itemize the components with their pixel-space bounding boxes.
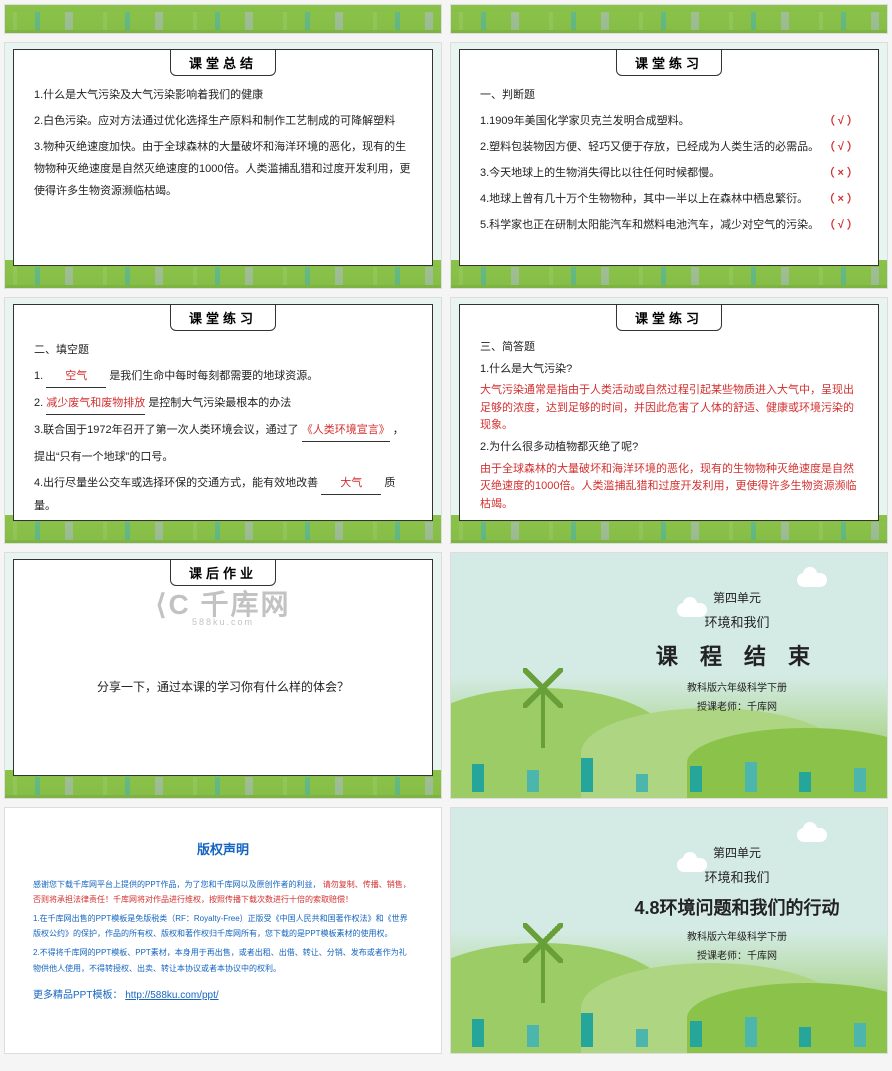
end-sub: 环境和我们 (617, 612, 857, 631)
judge-a4: （ × ） (823, 188, 858, 210)
short-a1: 大气污染通常是指由于人类活动或自然过程引起某些物质进入大气中，呈现出足够的浓度，… (480, 382, 858, 435)
start-sub: 环境和我们 (617, 867, 857, 886)
slide-frame: 课堂练习 一、判断题 1.1909年美国化学家贝克兰发明合成塑料。 （ √ ） 2… (459, 49, 879, 266)
judge-a3: （ × ） (823, 162, 858, 184)
summary-p3: 3.物种灭绝速度加快。由于全球森林的大量破坏和海洋环境的恶化，现有的生物物种灭绝… (34, 136, 412, 202)
fill-q3c: 提出“只有一个地球”的口号。 (34, 446, 412, 468)
tab-title: 课堂总结 (170, 49, 276, 76)
grass-decoration (5, 5, 441, 33)
end-teacher: 授课老师：千库网 (617, 698, 857, 713)
fill-content: 二、填空题 1. 空气 是我们生命中每时每刻都需要的地球资源。 2. 减少废气和… (34, 339, 412, 510)
fill-q1a: 1. (34, 370, 43, 382)
slide-judge: 课堂练习 一、判断题 1.1909年美国化学家贝克兰发明合成塑料。 （ √ ） 2… (450, 42, 888, 289)
summary-p2: 2.白色污染。应对方法通过优化选择生产原料和制作工艺制成的可降解塑料 (34, 110, 412, 132)
fill-q3a: 3.联合国于1972年召开了第一次人类环境会议，通过了 (34, 424, 299, 436)
slide-frame: 课堂练习 三、简答题 1.什么是大气污染? 大气污染通常是指由于人类活动或自然过… (459, 304, 879, 521)
fill-q3b: ， (393, 424, 404, 436)
judge-a1: （ √ ） (824, 110, 858, 132)
copyright-link[interactable]: http://588ku.com/ppt/ (125, 990, 218, 1001)
short-q1: 1.什么是大气污染? (480, 361, 858, 379)
tab-title: 课堂练习 (170, 304, 276, 331)
end-unit: 第四单元 (617, 589, 857, 606)
grass-decoration (451, 5, 887, 33)
judge-q4: 4.地球上曾有几十万个生物物种，其中一半以上在森林中栖息繁衍。 (480, 188, 808, 210)
end-main: 课 程 结 束 (617, 639, 857, 671)
judge-q1: 1.1909年美国化学家贝克兰发明合成塑料。 (480, 110, 690, 132)
short-heading: 三、简答题 (480, 339, 858, 357)
slide-partial-right (450, 4, 888, 34)
start-title-text: 第四单元 环境和我们 4.8环境问题和我们的行动 教科版六年级科学下册 授课老师… (617, 844, 857, 962)
fill-ans2: 减少废气和废物排放 (46, 392, 145, 415)
fill-q2b: 是控制大气污染最根本的办法 (148, 397, 291, 409)
slide-end-title: 第四单元 环境和我们 课 程 结 束 教科版六年级科学下册 授课老师：千库网 (450, 552, 888, 799)
judge-q5: 5.科学家也正在研制太阳能汽车和燃料电池汽车，减少对空气的污染。 (480, 214, 819, 236)
summary-content: 1.什么是大气污染及大气污染影响着我们的健康 2.白色污染。应对方法通过优化选择… (34, 84, 412, 255)
cloud-icon (797, 573, 827, 587)
city-decoration (451, 752, 887, 792)
copyright-li1: 1.在千库网出售的PPT模板是免版税类（RF：Royalty-Free）正版受《… (33, 911, 413, 941)
summary-p1: 1.什么是大气污染及大气污染影响着我们的健康 (34, 84, 412, 106)
start-unit: 第四单元 (617, 844, 857, 861)
fill-ans1: 空气 (46, 365, 106, 388)
copyright-more: 更多精品PPT模板： (33, 990, 122, 1001)
start-book: 教科版六年级科学下册 (617, 928, 857, 943)
fill-ans3: 《人类环境宣言》 (302, 419, 390, 442)
judge-q2: 2.塑料包装物因方便、轻巧又便于存放，已经成为人类生活的必需品。 (480, 136, 819, 158)
slide-frame: 课后作业 分享一下，通过本课的学习你有什么样的体会？ (13, 559, 433, 776)
copyright-p1a: 感谢您下载千库网平台上提供的PPT作品，为了您和千库网以及原创作者的利益， (33, 880, 321, 889)
copyright-content: 版权声明 感谢您下载千库网平台上提供的PPT作品，为了您和千库网以及原创作者的利… (5, 808, 441, 1039)
slide-start-title: 第四单元 环境和我们 4.8环境问题和我们的行动 教科版六年级科学下册 授课老师… (450, 807, 888, 1054)
slide-copyright: 版权声明 感谢您下载千库网平台上提供的PPT作品，为了您和千库网以及原创作者的利… (4, 807, 442, 1054)
short-q2: 2.为什么很多动植物都灭绝了呢? (480, 439, 858, 457)
fill-q2a: 2. (34, 397, 43, 409)
start-teacher: 授课老师：千库网 (617, 947, 857, 962)
judge-heading: 一、判断题 (480, 84, 858, 106)
windmill-icon (541, 943, 545, 1003)
slide-partial-left (4, 4, 442, 34)
slide-fill: 课堂练习 二、填空题 1. 空气 是我们生命中每时每刻都需要的地球资源。 2. … (4, 297, 442, 544)
fill-heading: 二、填空题 (34, 339, 412, 361)
tab-title: 课堂练习 (616, 49, 722, 76)
copyright-li2: 2.不得将千库网的PPT模板、PPT素材，本身用于再出售，或者出租、出借、转让、… (33, 945, 413, 975)
end-book: 教科版六年级科学下册 (617, 679, 857, 694)
end-title-text: 第四单元 环境和我们 课 程 结 束 教科版六年级科学下册 授课老师：千库网 (617, 589, 857, 713)
copyright-title: 版权声明 (33, 838, 413, 863)
homework-q: 分享一下，通过本课的学习你有什么样的体会？ (97, 675, 349, 699)
windmill-icon (541, 688, 545, 748)
tab-title: 课堂练习 (616, 304, 722, 331)
slide-frame: 课堂总结 1.什么是大气污染及大气污染影响着我们的健康 2.白色污染。应对方法通… (13, 49, 433, 266)
judge-content: 一、判断题 1.1909年美国化学家贝克兰发明合成塑料。 （ √ ） 2.塑料包装… (480, 84, 858, 255)
judge-q3: 3.今天地球上的生物消失得比以往任何时候都慢。 (480, 162, 720, 184)
cloud-icon (797, 828, 827, 842)
judge-a2: （ √ ） (824, 136, 858, 158)
tab-title: 课后作业 (170, 559, 276, 586)
start-main: 4.8环境问题和我们的行动 (617, 894, 857, 920)
fill-q4a: 4.出行尽量坐公交车或选择环保的交通方式，能有效地改善 (34, 477, 318, 489)
slide-short: 课堂练习 三、简答题 1.什么是大气污染? 大气污染通常是指由于人类活动或自然过… (450, 297, 888, 544)
short-content: 三、简答题 1.什么是大气污染? 大气污染通常是指由于人类活动或自然过程引起某些… (480, 339, 858, 510)
slide-summary: 课堂总结 1.什么是大气污染及大气污染影响着我们的健康 2.白色污染。应对方法通… (4, 42, 442, 289)
fill-q1b: 是我们生命中每时每刻都需要的地球资源。 (109, 370, 318, 382)
slide-homework: 课后作业 分享一下，通过本课的学习你有什么样的体会？ ⟨C 千库网 588ku.… (4, 552, 442, 799)
slide-frame: 课堂练习 二、填空题 1. 空气 是我们生命中每时每刻都需要的地球资源。 2. … (13, 304, 433, 521)
watermark-small: 588ku.com (192, 617, 254, 627)
fill-ans4: 大气 (321, 472, 381, 495)
city-decoration (451, 1007, 887, 1047)
short-a2: 由于全球森林的大量破坏和海洋环境的恶化，现有的生物物种灭绝速度是自然灭绝速度的1… (480, 461, 858, 510)
judge-a5: （ √ ） (824, 214, 858, 236)
